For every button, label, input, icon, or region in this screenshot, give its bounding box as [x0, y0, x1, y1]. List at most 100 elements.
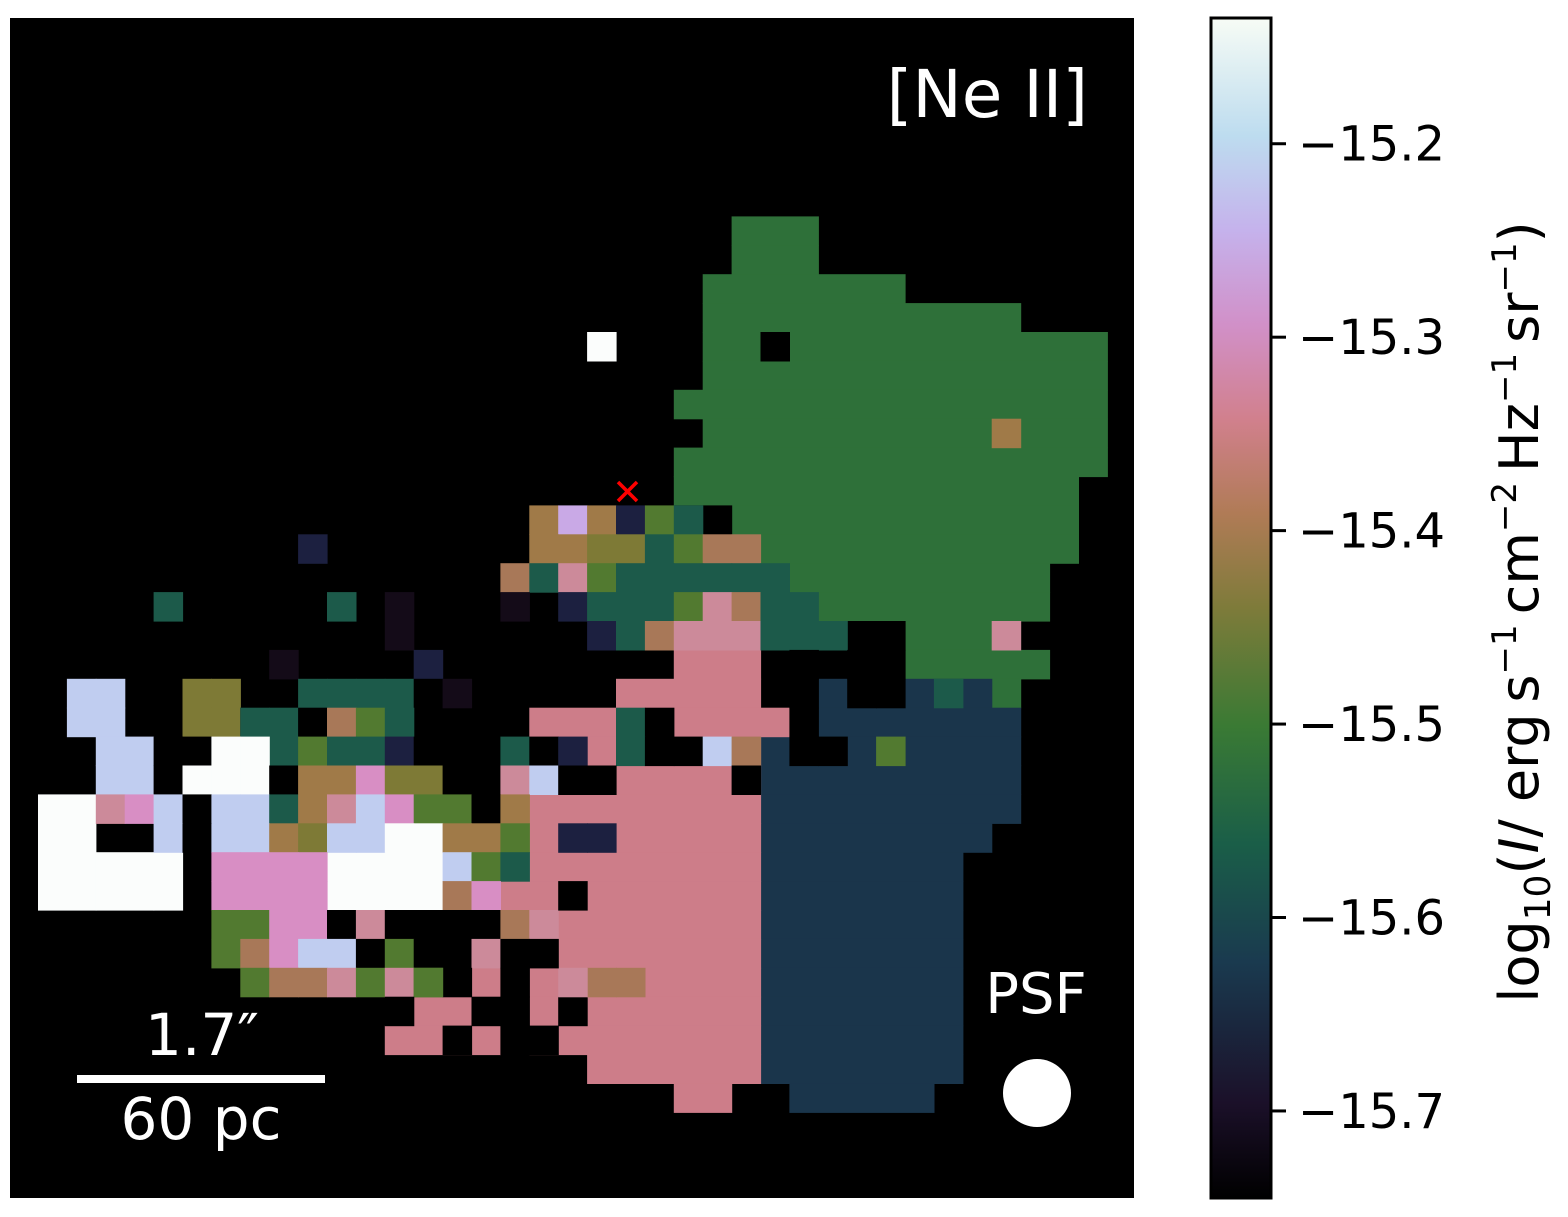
pixel — [355, 678, 386, 709]
pixel — [182, 765, 212, 795]
pixel — [471, 765, 501, 795]
pixel — [240, 910, 270, 940]
pixel — [298, 823, 328, 853]
pixel — [269, 881, 299, 911]
pixel — [847, 678, 877, 709]
pixel — [471, 794, 501, 824]
pixel — [442, 938, 473, 969]
pixel — [211, 910, 241, 940]
pixel — [644, 534, 675, 564]
pixel — [240, 765, 270, 795]
pixel — [240, 881, 270, 911]
pixel — [269, 910, 299, 940]
pixel — [876, 621, 906, 651]
pixel — [500, 736, 530, 767]
pixel — [789, 649, 819, 680]
pixel — [269, 794, 299, 824]
pixel — [298, 707, 328, 738]
pixel — [211, 794, 241, 824]
pixel — [327, 938, 357, 969]
pixel — [529, 765, 559, 795]
pixel — [616, 621, 646, 651]
pixel — [413, 765, 444, 795]
pixel — [240, 736, 270, 767]
pixel — [124, 736, 155, 767]
pixel-region-navy — [731, 794, 1022, 824]
pixel — [442, 910, 473, 940]
pixel — [616, 505, 646, 535]
pixel — [644, 621, 675, 651]
pixel-region-pink — [673, 1083, 733, 1113]
pixel-region-navy — [731, 823, 993, 853]
pixel — [789, 736, 819, 767]
pixel — [587, 534, 617, 564]
pixel — [413, 967, 444, 998]
pixel — [644, 505, 675, 535]
pixel — [384, 678, 415, 709]
pixel — [471, 823, 501, 853]
pixel — [442, 794, 473, 824]
pixel — [731, 765, 762, 795]
pixel — [789, 707, 819, 738]
psf-label: PSF — [985, 962, 1087, 1027]
pixel — [587, 592, 617, 622]
pixel — [616, 967, 646, 998]
pixel — [876, 649, 906, 680]
pixel — [731, 563, 762, 593]
pixel — [673, 505, 704, 535]
pixel — [240, 823, 270, 853]
pixel — [413, 678, 444, 709]
colorbar-tick-label: −15.4 — [1298, 504, 1445, 560]
pixel — [211, 823, 241, 853]
pixel — [558, 881, 588, 911]
pixel — [760, 592, 790, 622]
pixel — [124, 765, 155, 795]
pixel — [298, 938, 328, 969]
pixel — [529, 938, 559, 969]
pixel — [702, 621, 733, 651]
pixel — [211, 938, 241, 969]
pixel — [673, 621, 704, 651]
pixel — [355, 823, 386, 853]
pixel — [153, 794, 184, 824]
scale-bar-angular: 1.7″ — [145, 1001, 259, 1069]
pixel — [298, 678, 328, 709]
pixel — [384, 794, 415, 824]
pixel-region-green — [702, 360, 1108, 391]
pixel — [558, 765, 588, 795]
pixel — [298, 736, 328, 767]
pixel — [153, 736, 184, 767]
pixel — [644, 592, 675, 622]
pixel — [298, 534, 328, 564]
pixel — [269, 967, 299, 998]
pixel — [673, 592, 704, 622]
pixel — [384, 736, 415, 767]
pixel — [269, 852, 299, 882]
pixel — [760, 563, 790, 593]
pixel — [95, 678, 126, 709]
pixel — [702, 592, 733, 622]
pixel — [644, 707, 675, 738]
pixel — [269, 707, 299, 738]
pixel — [644, 563, 675, 593]
pixel-region-navy — [789, 1083, 935, 1113]
pixel — [500, 852, 530, 882]
pixel — [384, 765, 415, 795]
pixel — [673, 563, 704, 593]
colorbar — [1209, 16, 1273, 1200]
pixel — [471, 852, 501, 882]
pixel — [673, 534, 704, 564]
pixel — [500, 910, 530, 940]
scale-bar-physical: 60 pc — [121, 1085, 282, 1153]
pixel — [211, 765, 241, 795]
pixel — [702, 505, 733, 535]
pixel-region-pink — [673, 649, 762, 680]
pixel — [991, 621, 1022, 651]
pixel — [269, 649, 299, 680]
pixel-region-green — [702, 418, 1108, 449]
pixel — [847, 621, 877, 651]
pixel — [616, 707, 646, 738]
pixel — [587, 332, 617, 362]
pixel-region-navy — [731, 852, 964, 882]
pixel — [384, 938, 415, 969]
